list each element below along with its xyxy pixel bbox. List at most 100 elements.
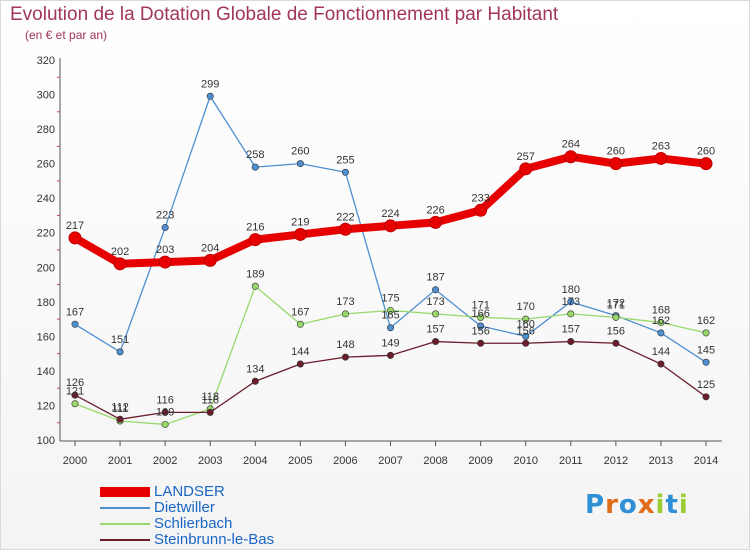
data-label-dietwiller: 260 — [291, 146, 309, 158]
y-tick-label: 280 — [37, 124, 55, 136]
data-label-dietwiller: 160 — [517, 318, 535, 330]
chart-title: Evolution de la Dotation Globale de Fonc… — [10, 4, 559, 25]
data-point-steinbrunn-le-bas — [657, 360, 665, 368]
data-point-dietwiller — [341, 168, 349, 176]
y-tick-label: 300 — [37, 90, 55, 102]
data-point-steinbrunn-le-bas — [251, 377, 259, 385]
data-label-steinbrunn-le-bas: 125 — [697, 379, 715, 391]
data-label-schlierbach: 171 — [607, 299, 625, 311]
data-point-steinbrunn-le-bas — [206, 408, 214, 416]
x-tick-label: 2009 — [468, 455, 492, 467]
y-tick-label: 260 — [37, 159, 55, 171]
data-point-schlierbach — [386, 306, 394, 314]
data-point-dietwiller — [161, 224, 169, 232]
data-point-landser — [609, 157, 623, 171]
data-point-schlierbach — [657, 319, 665, 327]
data-label-landser: 217 — [66, 220, 84, 232]
x-tick-label: 2011 — [559, 455, 583, 467]
data-label-steinbrunn-le-bas: 149 — [381, 337, 399, 349]
data-point-steinbrunn-le-bas — [432, 338, 440, 346]
data-point-steinbrunn-le-bas — [702, 393, 710, 401]
data-point-landser — [474, 203, 488, 217]
data-point-landser — [564, 150, 578, 164]
data-point-landser — [384, 219, 397, 233]
y-tick-label: 160 — [37, 331, 55, 343]
data-label-dietwiller: 162 — [652, 315, 670, 327]
x-tick-label: 2000 — [63, 455, 87, 467]
data-label-steinbrunn-le-bas: 148 — [336, 339, 354, 351]
data-label-landser: 226 — [426, 204, 444, 216]
data-point-dietwiller — [251, 163, 259, 171]
proxiti-logo[interactable]: Proxiti — [585, 490, 689, 520]
data-point-steinbrunn-le-bas — [341, 353, 349, 361]
data-label-schlierbach: 189 — [246, 268, 264, 280]
data-point-schlierbach — [432, 310, 440, 318]
data-label-landser: 260 — [697, 146, 715, 158]
data-point-landser — [654, 151, 668, 165]
legend-swatch-landser — [100, 487, 150, 497]
chart-subtitle: (en € et par an) — [25, 28, 108, 42]
data-point-schlierbach — [522, 315, 530, 323]
data-point-steinbrunn-le-bas — [567, 338, 575, 346]
data-label-schlierbach: 118 — [201, 391, 219, 403]
data-label-landser: 203 — [156, 244, 174, 256]
data-point-landser — [429, 215, 443, 229]
data-label-schlierbach: 173 — [426, 296, 444, 308]
x-tick-label: 2012 — [604, 455, 628, 467]
data-point-dietwiller — [567, 298, 575, 306]
x-tick-label: 2006 — [333, 455, 357, 467]
data-label-schlierbach: 109 — [156, 406, 174, 418]
data-point-landser — [203, 253, 217, 267]
data-label-landser: 233 — [471, 192, 489, 204]
data-label-dietwiller: 258 — [246, 149, 264, 161]
data-label-schlierbach: 162 — [697, 315, 715, 327]
data-label-steinbrunn-le-bas: 156 — [607, 325, 625, 337]
data-label-steinbrunn-le-bas: 134 — [246, 363, 264, 375]
data-label-steinbrunn-le-bas: 157 — [426, 324, 444, 336]
legend-label-schlierbach: Schlierbach — [154, 515, 233, 532]
data-label-schlierbach: 168 — [652, 305, 670, 317]
legend-swatch-steinbrunn — [100, 539, 150, 541]
logo-letter: o — [618, 490, 638, 520]
data-label-dietwiller: 166 — [471, 308, 489, 320]
logo-letter: P — [585, 490, 606, 520]
data-label-schlierbach: 173 — [336, 296, 354, 308]
legend-label-landser: LANDSER — [154, 483, 225, 500]
data-point-steinbrunn-le-bas — [612, 339, 620, 347]
x-tick-label: 2014 — [694, 455, 718, 467]
logo-letter: t — [665, 490, 679, 520]
y-tick-label: 100 — [37, 435, 55, 447]
data-label-dietwiller: 172 — [607, 298, 625, 310]
y-tick-label: 240 — [37, 193, 55, 205]
x-tick-label: 2008 — [423, 455, 447, 467]
data-point-steinbrunn-le-bas — [296, 360, 304, 368]
y-tick-label: 140 — [37, 366, 55, 378]
data-label-dietwiller: 180 — [562, 284, 580, 296]
data-label-schlierbach: 173 — [562, 296, 580, 308]
legend-swatch-schlierbach — [100, 523, 150, 525]
data-label-dietwiller: 187 — [426, 272, 444, 284]
data-point-landser — [248, 233, 262, 247]
data-label-steinbrunn-le-bas: 116 — [201, 394, 219, 406]
data-label-landser: 260 — [607, 146, 625, 158]
y-tick-label: 320 — [37, 55, 55, 67]
data-label-dietwiller: 145 — [697, 344, 715, 356]
data-label-landser: 264 — [562, 139, 580, 151]
data-point-schlierbach — [251, 282, 259, 290]
data-label-landser: 257 — [517, 151, 535, 163]
x-tick-label: 2003 — [198, 455, 222, 467]
legend-swatch-dietwiller — [100, 507, 150, 509]
data-label-schlierbach: 170 — [517, 301, 535, 313]
data-point-steinbrunn-le-bas — [477, 339, 485, 347]
y-tick-label: 180 — [37, 297, 55, 309]
x-tick-label: 2005 — [288, 455, 312, 467]
data-point-landser — [338, 222, 352, 236]
data-label-landser: 224 — [381, 208, 399, 220]
x-tick-label: 2007 — [378, 455, 402, 467]
data-label-dietwiller: 151 — [111, 334, 129, 346]
data-label-landser: 222 — [336, 211, 354, 223]
data-label-landser: 219 — [291, 216, 309, 228]
data-point-dietwiller — [702, 358, 710, 366]
data-point-schlierbach — [71, 400, 79, 408]
data-label-dietwiller: 223 — [156, 210, 174, 222]
